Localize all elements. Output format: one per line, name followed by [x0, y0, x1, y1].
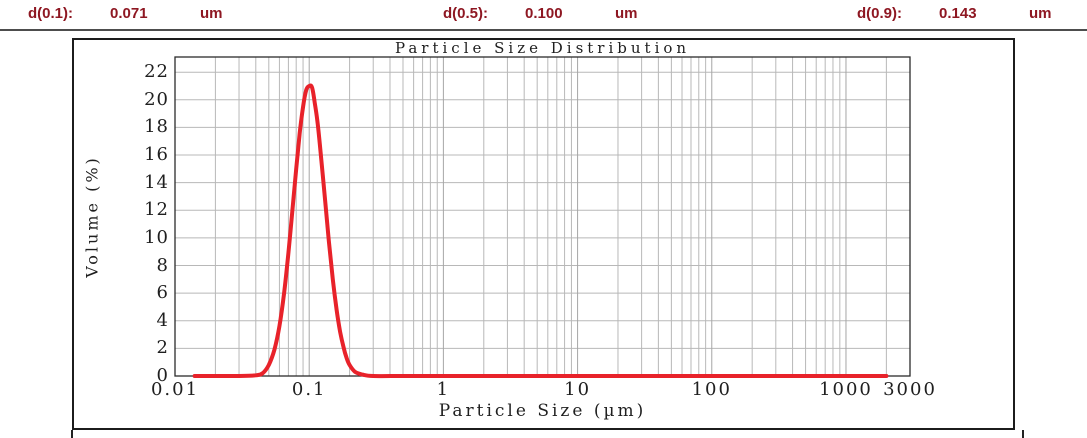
- volume-distribution-curve: [192, 83, 889, 379]
- x-tick-label-1: 1: [436, 379, 451, 400]
- y-tick-label-10: 10: [144, 226, 169, 248]
- x-axis-title: Particle Size (µm): [438, 401, 647, 421]
- y-tick-label-16: 16: [144, 144, 169, 166]
- x-tick-label-10: 10: [564, 379, 592, 400]
- stat-d50-value: 0.100: [525, 5, 563, 22]
- stat-d10: d(0.1): 0.071 um: [28, 4, 223, 24]
- stat-d90: d(0.9): 0.143 um: [857, 4, 1052, 24]
- stat-d50: d(0.5): 0.100 um: [443, 4, 638, 24]
- stat-d90-value: 0.143: [939, 5, 977, 22]
- y-tick-label-20: 20: [144, 88, 169, 110]
- next-section-corner-mark-right: [1022, 430, 1024, 438]
- y-tick-label-18: 18: [144, 116, 169, 138]
- y-axis-title: Volume (%): [82, 155, 102, 278]
- stat-d10-label: d(0.1):: [28, 5, 73, 22]
- x-tick-label-3000: 3000: [883, 379, 937, 400]
- header-divider: [0, 29, 1087, 31]
- chart-frame: Particle Size Distribution Volume (%) Pa…: [72, 38, 1015, 430]
- stat-d90-unit: um: [1029, 5, 1052, 22]
- percentile-stats-row: d(0.1): 0.071 um d(0.5): 0.100 um d(0.9): 0.1…: [0, 0, 1087, 29]
- stat-d50-label: d(0.5):: [443, 5, 488, 22]
- y-tick-label-6: 6: [156, 282, 169, 304]
- y-tick-label-12: 12: [144, 199, 169, 221]
- y-tick-label-22: 22: [144, 61, 169, 83]
- x-tick-label-0.1: 0.1: [291, 379, 327, 400]
- next-section-corner-mark-left: [71, 430, 73, 438]
- chart-title: Particle Size Distribution: [394, 39, 691, 57]
- stat-d10-value: 0.071: [110, 5, 148, 22]
- stat-d10-unit: um: [200, 5, 223, 22]
- y-tick-label-0: 0: [156, 365, 169, 386]
- y-tick-label-4: 4: [156, 309, 169, 331]
- y-tick-label-8: 8: [156, 254, 169, 276]
- y-tick-label-14: 14: [144, 171, 169, 193]
- x-tick-label-1000: 1000: [819, 379, 873, 400]
- distribution-plot: [174, 56, 911, 379]
- x-tick-label-100: 100: [691, 379, 732, 400]
- stat-d50-unit: um: [615, 5, 638, 22]
- y-tick-label-2: 2: [156, 337, 169, 359]
- stat-d90-label: d(0.9):: [857, 5, 902, 22]
- x-tick-label-0.01: 0.01: [150, 379, 200, 400]
